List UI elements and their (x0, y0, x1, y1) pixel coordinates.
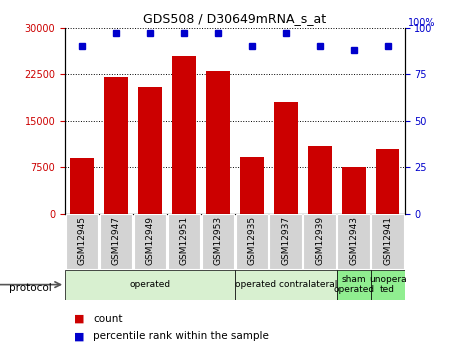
Text: GSM12943: GSM12943 (349, 216, 358, 265)
FancyBboxPatch shape (235, 270, 337, 299)
Bar (104, 77, 128, 214)
Text: operated: operated (129, 280, 171, 289)
Text: ■: ■ (74, 332, 85, 341)
Bar (308, 146, 332, 214)
Text: GSM12937: GSM12937 (281, 216, 290, 265)
Text: GSM12953: GSM12953 (213, 216, 222, 265)
Text: unopera
ted: unopera ted (369, 275, 406, 294)
Text: sham
operated: sham operated (333, 275, 374, 294)
FancyBboxPatch shape (303, 215, 336, 268)
Bar (376, 149, 399, 214)
Text: GSM12947: GSM12947 (112, 216, 120, 265)
FancyBboxPatch shape (201, 215, 234, 268)
FancyBboxPatch shape (100, 215, 133, 268)
Text: GSM12941: GSM12941 (383, 216, 392, 265)
FancyBboxPatch shape (371, 215, 404, 268)
Bar (240, 157, 264, 214)
Text: GSM12945: GSM12945 (78, 216, 86, 265)
FancyBboxPatch shape (269, 215, 302, 268)
Text: protocol: protocol (9, 283, 52, 293)
Text: GSM12951: GSM12951 (179, 216, 188, 265)
FancyBboxPatch shape (133, 215, 166, 268)
FancyBboxPatch shape (66, 215, 99, 268)
Bar (206, 71, 230, 214)
Text: 100%: 100% (408, 18, 435, 28)
FancyBboxPatch shape (337, 270, 371, 299)
Bar (70, 158, 94, 214)
Text: percentile rank within the sample: percentile rank within the sample (93, 332, 269, 341)
FancyBboxPatch shape (167, 215, 200, 268)
Text: ■: ■ (74, 314, 85, 324)
FancyBboxPatch shape (371, 270, 405, 299)
Bar (138, 87, 162, 214)
Bar (274, 102, 298, 214)
Text: count: count (93, 314, 122, 324)
Text: operated contralateral: operated contralateral (234, 280, 337, 289)
Title: GDS508 / D30649mRNA_s_at: GDS508 / D30649mRNA_s_at (143, 12, 326, 25)
Text: GSM12935: GSM12935 (247, 216, 256, 265)
Bar (342, 167, 365, 214)
FancyBboxPatch shape (235, 215, 268, 268)
Text: GSM12949: GSM12949 (146, 216, 154, 265)
Bar (172, 56, 196, 214)
Text: GSM12939: GSM12939 (315, 216, 324, 265)
FancyBboxPatch shape (65, 270, 235, 299)
FancyBboxPatch shape (337, 215, 370, 268)
